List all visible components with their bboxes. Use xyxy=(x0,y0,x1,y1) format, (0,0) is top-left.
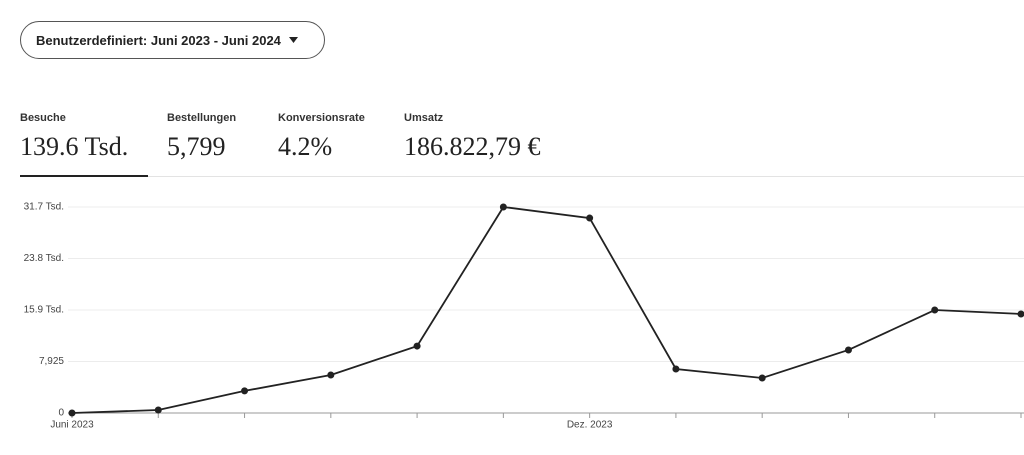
stat-tab[interactable]: Besuche 139.6 Tsd. xyxy=(20,112,128,162)
x-tick-label: Juni 2023 xyxy=(50,420,94,431)
tab-separator xyxy=(20,176,1024,177)
data-point xyxy=(68,409,76,417)
stat-label: Bestellungen xyxy=(167,112,237,124)
stat-label: Konversionsrate xyxy=(278,112,365,124)
y-tick-label: 0 xyxy=(58,408,64,419)
data-point xyxy=(499,203,507,211)
dropdown-label: Benutzerdefiniert: Juni 2023 - Juni 2024 xyxy=(36,32,281,48)
data-point xyxy=(931,306,939,314)
data-point xyxy=(413,342,421,350)
chart: 0 7,925 15.9 Tsd. 23.8 Tsd. 31.7 Tsd. Juni 20… xyxy=(24,202,1024,431)
selected-tab-underline xyxy=(20,175,148,177)
y-tick-label: 23.8 Tsd. xyxy=(24,253,64,264)
dropdown-arrow xyxy=(288,37,298,43)
x-tick-label: Dez. 2023 xyxy=(567,420,613,431)
stat-label: Umsatz xyxy=(404,112,444,124)
data-line xyxy=(71,206,1022,414)
data-point xyxy=(672,365,680,373)
stat-tab[interactable]: Umsatz 186.822,79 € xyxy=(404,112,541,162)
date-range-dropdown[interactable]: Benutzerdefiniert: Juni 2023 - Juni 2024 xyxy=(20,21,325,59)
stat-value: 4.2% xyxy=(278,132,333,161)
stat-tab[interactable]: Bestellungen 5,799 xyxy=(167,112,236,162)
data-point xyxy=(241,387,249,395)
stat-value: 186.822,79 € xyxy=(404,132,541,161)
stat-value: 139.6 Tsd. xyxy=(20,132,129,161)
data-point xyxy=(1017,310,1024,318)
data-point xyxy=(758,374,766,382)
y-tick-label: 15.9 Tsd. xyxy=(24,305,64,316)
y-tick-label: 7,925 xyxy=(39,356,64,367)
stat-label: Besuche xyxy=(20,112,66,124)
stat-tab[interactable]: Konversionsrate 4.2% xyxy=(278,112,365,162)
data-point xyxy=(844,346,852,354)
y-tick-label: 31.7 Tsd. xyxy=(24,202,64,213)
data-point xyxy=(154,406,162,414)
data-point xyxy=(586,214,594,222)
data-point xyxy=(327,371,335,379)
stat-value: 5,799 xyxy=(167,132,226,161)
